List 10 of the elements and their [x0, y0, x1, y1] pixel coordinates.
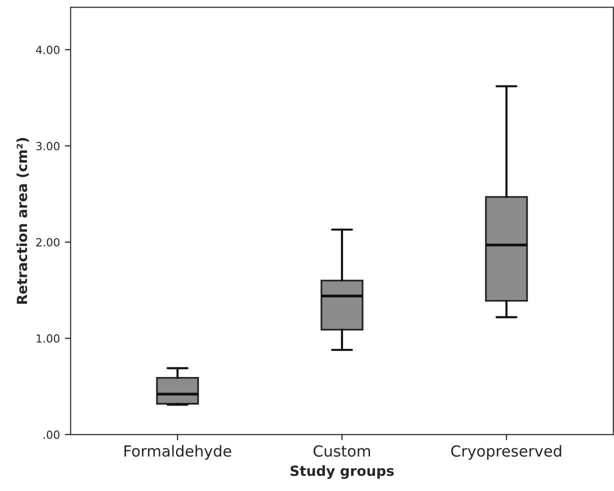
- y-tick-label: 2.00: [36, 238, 60, 246]
- x-tick-label: Formaldehyde: [124, 444, 232, 460]
- y-tick-label: .00: [44, 430, 60, 439]
- y-tick-label: 3.00: [36, 142, 60, 150]
- x-tick-label: Cryopreserved: [451, 444, 562, 460]
- x-axis-title: Study groups: [290, 465, 394, 479]
- x-tick-label: Custom: [314, 445, 370, 457]
- y-tick-label: 4.00: [36, 46, 60, 54]
- y-axis-title: Retraction area (cm²): [16, 138, 29, 304]
- y-tick-label: 1.00: [36, 334, 60, 343]
